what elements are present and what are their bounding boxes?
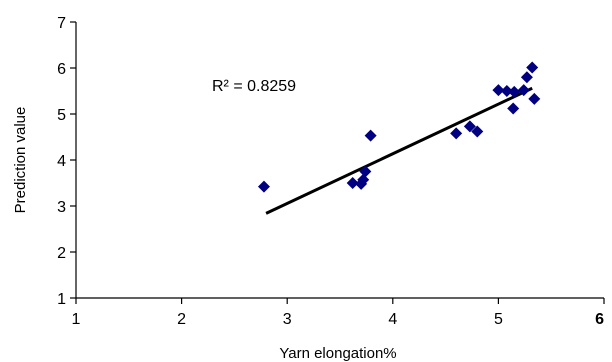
y-axis-title: Prediction value: [12, 107, 29, 214]
x-tick-label: 4: [388, 311, 397, 328]
x-tick-label: 5: [494, 311, 503, 328]
y-tick-label: 6: [57, 61, 66, 78]
data-point: [463, 120, 476, 133]
r-squared-annotation: R² = 0.8259: [212, 78, 296, 95]
y-tick-label: 7: [57, 15, 66, 32]
y-tick-label: 4: [57, 153, 66, 170]
data-point: [359, 165, 372, 178]
data-point: [364, 129, 377, 142]
data-point: [471, 125, 484, 138]
x-ticks: 1 2 3 4 5 6: [72, 298, 605, 328]
data-point: [357, 173, 370, 186]
data-point: [507, 102, 520, 115]
data-point: [517, 84, 530, 97]
y-tick-label: 1: [57, 291, 66, 308]
x-tick-label: 2: [177, 311, 186, 328]
y-tick-label: 3: [57, 199, 66, 216]
data-point: [526, 61, 539, 74]
data-point: [520, 71, 533, 84]
x-tick-label: 3: [283, 311, 292, 328]
data-point: [492, 84, 505, 97]
y-tick-label: 5: [57, 107, 66, 124]
x-tick-label: 1: [72, 311, 81, 328]
y-ticks: 1 2 3 4 5 6 7: [57, 15, 76, 308]
data-points: [257, 61, 541, 193]
y-tick-label: 2: [57, 245, 66, 262]
data-point: [500, 85, 513, 97]
trendline: [265, 86, 533, 215]
data-point: [450, 127, 463, 140]
x-axis-title: Yarn elongation%: [279, 345, 396, 362]
x-tick-label: 6: [595, 311, 604, 328]
axes: [75, 22, 604, 299]
data-point: [508, 85, 521, 98]
data-point: [257, 180, 270, 193]
data-point: [528, 92, 541, 105]
data-point: [346, 177, 359, 189]
